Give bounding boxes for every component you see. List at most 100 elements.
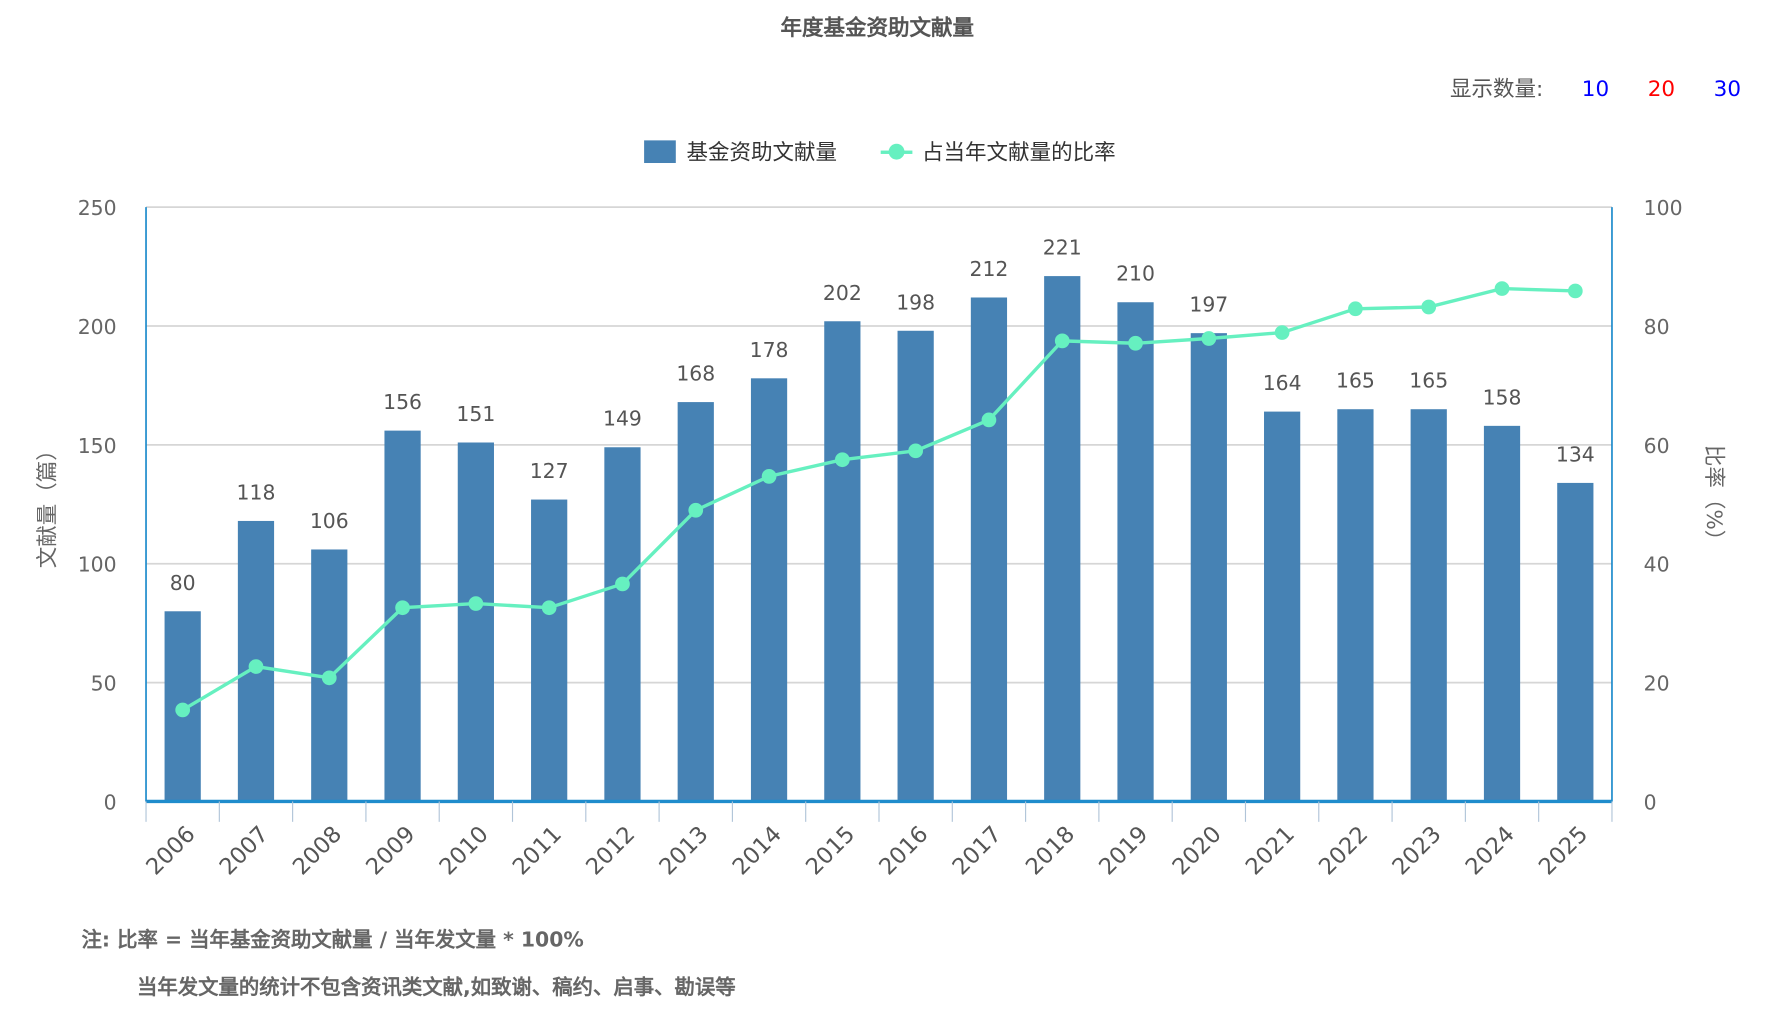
legend-label: 基金资助文献量 (686, 140, 838, 166)
x-tick-label: 2020 (1168, 821, 1227, 880)
bar-data-label: 127 (530, 459, 569, 483)
bar-data-label: 151 (456, 402, 495, 426)
legend-item-bar[interactable]: 基金资助文献量 (644, 136, 838, 167)
y2-tick-label: 20 (1644, 672, 1670, 696)
bar-data-label: 164 (1263, 371, 1302, 395)
bar-swatch-icon (644, 139, 677, 163)
bar (1557, 482, 1594, 802)
bar-data-label: 106 (310, 509, 349, 533)
x-tick-label: 2006 (141, 821, 200, 880)
ratio-point (688, 502, 704, 518)
ratio-point (541, 600, 557, 616)
y-axis-title: 文献量（篇） (35, 439, 60, 568)
y2-axis-title: 比率（%） (1701, 445, 1726, 551)
bar-data-label: 158 (1483, 385, 1522, 409)
x-tick-label: 2011 (508, 821, 567, 880)
x-tick-label: 2010 (435, 821, 494, 880)
ratio-point (468, 596, 484, 611)
bar-data-label: 202 (823, 281, 862, 305)
ratio-point (248, 659, 264, 674)
bar (531, 499, 568, 802)
bar (1190, 333, 1227, 802)
y2-tick-label: 80 (1644, 315, 1670, 339)
ratio-point (615, 576, 630, 592)
bar (750, 378, 788, 802)
ratio-point (175, 702, 191, 718)
bar (897, 330, 934, 802)
ratio-point (834, 452, 850, 468)
x-tick-label: 2024 (1461, 821, 1520, 880)
bar (677, 402, 714, 802)
x-tick-label: 2015 (801, 821, 860, 880)
ratio-point (908, 443, 924, 459)
bar-data-label: 134 (1556, 442, 1595, 466)
ratio-point (321, 670, 337, 686)
bar-data-label: 198 (896, 290, 935, 314)
y-tick-label: 250 (78, 196, 117, 220)
note-line-1: 注: 比率 = 当年基金资助文献量 / 当年发文量 * 100% (81, 928, 584, 953)
ratio-point (1494, 281, 1510, 296)
display-count-label: 显示数量: (1449, 76, 1544, 102)
count-option-10[interactable]: 10 (1581, 76, 1610, 102)
x-tick-label: 2025 (1534, 821, 1593, 880)
ratio-point (1348, 301, 1363, 317)
bar (970, 297, 1008, 802)
bar (384, 430, 421, 802)
y-tick-label: 0 (104, 790, 117, 814)
line-swatch-icon (880, 140, 912, 163)
count-option-20[interactable]: 20 (1647, 76, 1676, 102)
bar (1410, 409, 1447, 802)
x-tick-label: 2009 (361, 821, 420, 880)
ratio-point (1274, 325, 1290, 340)
y2-tick-label: 60 (1644, 434, 1670, 458)
bar (1483, 425, 1521, 802)
bar-data-label: 168 (676, 362, 715, 386)
x-tick-label: 2018 (1021, 821, 1080, 880)
y-tick-label: 150 (78, 434, 117, 458)
bar (1264, 411, 1301, 802)
y2-tick-label: 100 (1644, 196, 1683, 220)
x-tick-label: 2013 (654, 821, 713, 880)
x-tick-label: 2017 (948, 821, 1007, 880)
bar-data-label: 118 (237, 480, 276, 504)
x-tick-label: 2022 (1314, 821, 1373, 880)
ratio-point (395, 600, 410, 616)
x-tick-label: 2008 (288, 821, 347, 880)
bar-data-label: 210 (1116, 262, 1155, 286)
x-tick-label: 2023 (1387, 821, 1446, 880)
y-tick-label: 100 (78, 553, 117, 577)
x-tick-label: 2007 (215, 821, 274, 880)
bar-data-label: 165 (1336, 369, 1375, 393)
bar-data-label: 221 (1043, 236, 1082, 260)
ratio-line (181, 286, 1576, 712)
x-tick-label: 2021 (1241, 821, 1300, 880)
ratio-point (1201, 331, 1217, 346)
x-tick-label: 2012 (581, 821, 640, 880)
bar-data-label: 178 (750, 338, 789, 362)
bar (604, 447, 641, 802)
y2-tick-label: 40 (1644, 553, 1670, 577)
ratio-point (1128, 335, 1143, 351)
ratio-point (1567, 283, 1583, 299)
bar-data-label: 80 (170, 571, 196, 595)
display-count: 显示数量: 10 20 30 (1450, 72, 1741, 103)
ratio-point (1421, 299, 1437, 315)
ratio-point (761, 469, 777, 484)
y2-tick-label: 0 (1644, 790, 1657, 814)
legend-item-line[interactable]: 占当年文献量的比率 (880, 136, 1116, 167)
chart-title: 年度基金资助文献量 (780, 15, 975, 41)
ratio-point (1054, 333, 1070, 349)
count-option-30[interactable]: 30 (1713, 76, 1742, 102)
bar (1117, 302, 1154, 802)
x-tick-label: 2014 (728, 821, 787, 880)
bar-data-label: 212 (970, 257, 1009, 281)
bar (824, 321, 861, 802)
bar (1044, 276, 1081, 802)
bar-data-label: 197 (1189, 293, 1228, 317)
bar (457, 442, 494, 802)
x-tick-label: 2019 (1094, 821, 1153, 880)
legend-label: 占当年文献量的比率 (922, 140, 1116, 166)
bar (1337, 409, 1374, 802)
y-tick-label: 50 (91, 672, 117, 696)
note-line-2: 当年发文量的统计不包含资讯类文献,如致谢、稿约、启事、勘误等 (136, 975, 736, 1000)
